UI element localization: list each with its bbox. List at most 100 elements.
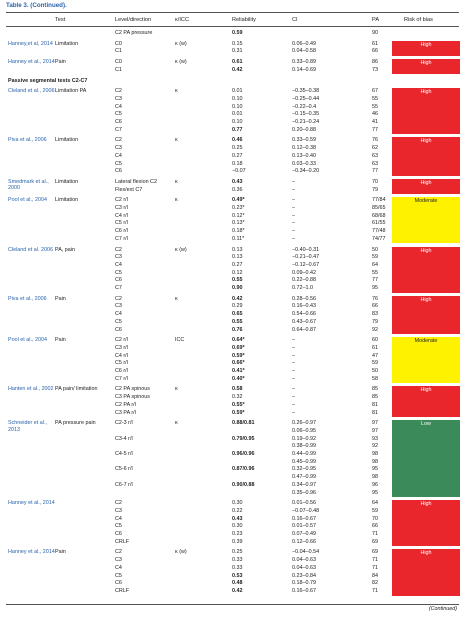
study: Hanney et al., 2014 bbox=[8, 549, 55, 556]
reliability: 0.87/0.96 bbox=[232, 466, 255, 473]
bottom-rule bbox=[6, 604, 459, 605]
level: C6-7 r/l bbox=[115, 481, 133, 488]
reliability: 0.65 bbox=[232, 311, 243, 318]
ci: – bbox=[292, 368, 295, 374]
pa: 81 bbox=[372, 409, 378, 416]
ci: – bbox=[292, 344, 295, 351]
reliability: 0.01 bbox=[232, 111, 243, 118]
study: Cleland et al. 2006 bbox=[8, 246, 53, 253]
ci: 0.35–0.96 bbox=[292, 489, 316, 496]
study: Hanten et al., 2002 bbox=[8, 386, 54, 393]
level: C7 bbox=[115, 126, 122, 133]
pa: 97 bbox=[372, 420, 378, 427]
ci: −0.25–0.44 bbox=[292, 95, 320, 102]
pa: 95 bbox=[372, 466, 378, 473]
level: C2 r/l bbox=[115, 197, 128, 204]
reliability: 0.10 bbox=[232, 95, 243, 102]
column-header: Reliability bbox=[232, 17, 256, 23]
reliability: 0.55 bbox=[232, 318, 243, 325]
level: CRLF bbox=[115, 538, 130, 545]
ci: 0.20–0.88 bbox=[292, 126, 316, 133]
column-header: PA bbox=[372, 17, 380, 23]
risk-of-bias: Low bbox=[392, 420, 460, 498]
level: C3-4 r/l bbox=[115, 435, 133, 442]
level: C2-3 r/l bbox=[115, 420, 133, 427]
ci: – bbox=[292, 235, 295, 242]
statistic: κ bbox=[175, 88, 178, 95]
ci: 0.72–1.0 bbox=[292, 285, 313, 291]
ci: −0.35–0.38 bbox=[292, 88, 320, 95]
reliability: 0.64* bbox=[232, 337, 245, 344]
reliability: 0.96/0.96 bbox=[232, 451, 255, 457]
ci: 0.06–0.49 bbox=[292, 40, 316, 47]
reliability: 0.39 bbox=[232, 538, 243, 545]
reliability: 0.01 bbox=[232, 88, 243, 95]
reliability: 0.12 bbox=[232, 269, 243, 276]
level: C3 PA spinous bbox=[115, 394, 150, 401]
ci: −0.04–0.54 bbox=[292, 549, 320, 556]
reliability: 0.32 bbox=[232, 394, 243, 401]
pa: 96 bbox=[372, 481, 378, 488]
pa: 85 bbox=[372, 394, 378, 401]
test: Limitation bbox=[55, 40, 79, 47]
pa: 98 bbox=[372, 474, 378, 481]
reliability: 0.13* bbox=[232, 220, 245, 227]
level: C3 r/l bbox=[115, 205, 128, 211]
pa: 82 bbox=[372, 580, 378, 587]
test: Pain bbox=[55, 337, 66, 344]
pa: 47 bbox=[372, 352, 378, 359]
pa: 95 bbox=[372, 489, 378, 496]
column-header: Level/direction bbox=[115, 17, 152, 23]
ci: – bbox=[292, 178, 295, 185]
level: C1 bbox=[115, 48, 122, 55]
ci: 0.14–0.69 bbox=[292, 66, 316, 73]
ci: 0.03–0.33 bbox=[292, 160, 316, 167]
ci: 0.44–0.99 bbox=[292, 451, 316, 457]
ci: – bbox=[292, 360, 295, 367]
pa: 93 bbox=[372, 435, 378, 442]
reliability: 0.33 bbox=[232, 564, 243, 571]
test: Pain bbox=[55, 59, 66, 66]
reliability: 0.12* bbox=[232, 212, 245, 219]
study: Hanney,et al, 2014 bbox=[8, 40, 53, 47]
ci: 0.19–0.92 bbox=[292, 435, 316, 442]
ci: −0.07–0.48 bbox=[292, 507, 320, 514]
statistic: κ bbox=[175, 178, 178, 185]
level: C6 bbox=[115, 168, 122, 175]
study: Schneider et al., 2013 bbox=[8, 420, 47, 433]
reliability: −0.07 bbox=[232, 168, 246, 175]
level: C3 bbox=[115, 254, 122, 261]
pa: 69 bbox=[372, 538, 378, 545]
pa: 92 bbox=[372, 326, 378, 333]
level: C3 bbox=[115, 557, 122, 564]
pa: 62 bbox=[372, 145, 378, 152]
column-header: Test bbox=[55, 17, 66, 23]
study: Pool et al., 2004 bbox=[8, 337, 47, 344]
pa: 85 bbox=[372, 386, 378, 393]
ci: – bbox=[292, 186, 295, 193]
level: C4 bbox=[115, 515, 122, 522]
study: Piva et al., 2006 bbox=[8, 295, 47, 302]
section-heading: Passive segmental tests C2-C7 bbox=[8, 77, 88, 84]
pa: 71 bbox=[372, 557, 378, 564]
test: Limitation PA bbox=[55, 88, 87, 95]
level: C7 r/l bbox=[115, 375, 128, 382]
pa: 59 bbox=[372, 507, 378, 514]
test: PA pressure pain bbox=[55, 420, 96, 427]
reliability: 0.88/0.81 bbox=[232, 420, 255, 427]
reliability: 0.27 bbox=[232, 261, 243, 268]
pa: 77 bbox=[372, 126, 378, 133]
test: PA pain/ limitation bbox=[55, 386, 98, 393]
ci: −0.12–0.67 bbox=[292, 261, 320, 268]
statistic: κ (w) bbox=[175, 549, 187, 556]
reliability: 0.42 bbox=[232, 66, 243, 73]
level: C2 bbox=[115, 500, 122, 507]
study: Piva et al., 2006 bbox=[8, 137, 47, 144]
ci: 0.26–0.97 bbox=[292, 420, 316, 427]
risk-of-bias: High bbox=[392, 246, 460, 293]
ci: 0.45–0.99 bbox=[292, 458, 316, 465]
reliability: 0.10 bbox=[232, 103, 243, 110]
ci: 0.43–0.67 bbox=[292, 318, 316, 325]
level: C4 bbox=[115, 311, 122, 318]
ci: – bbox=[292, 409, 295, 416]
